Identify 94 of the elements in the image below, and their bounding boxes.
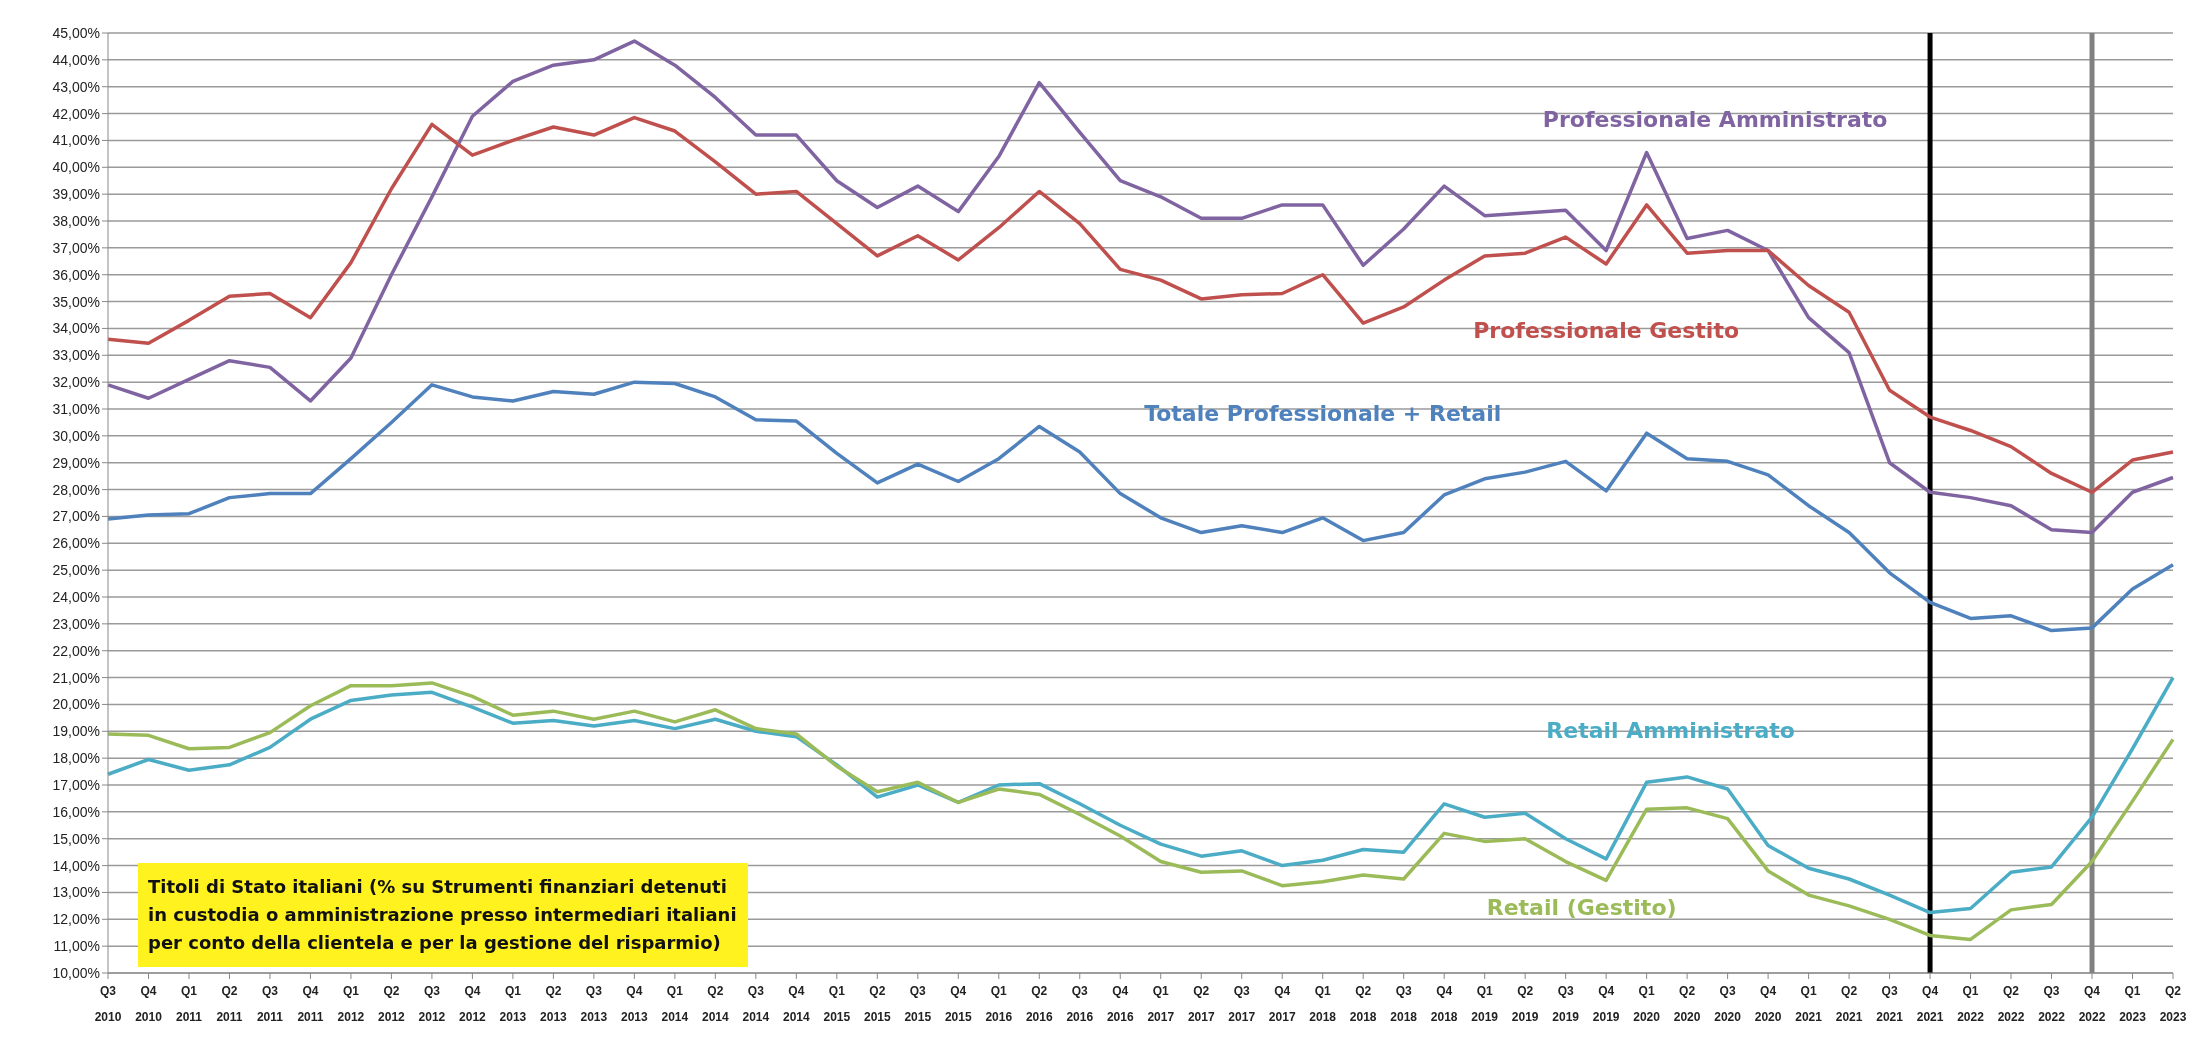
x-tick-label: Q4 2011 [297,984,324,1024]
x-tick-label: Q3 2019 [1552,984,1580,1024]
x-tick-label: Q4 2010 [135,984,163,1024]
x-tick-label: Q2 2019 [1511,984,1539,1024]
x-tick-label: Q3 2017 [1228,984,1256,1024]
y-tick-label: 23,00% [52,615,100,632]
x-tick-label: Q2 2012 [378,984,406,1024]
y-tick-label: 26,00% [52,535,100,552]
text: Professionale Amministrato [1542,107,1888,133]
y-tick-label: 39,00% [52,186,100,203]
x-tick-label: Q3 2021 [1876,984,1904,1024]
x-tick-label: Q4 2013 [621,984,649,1024]
x-tick-label: Q1 2018 [1309,984,1337,1024]
y-tick-label: 35,00% [52,293,100,310]
x-tick-label: Q1 2016 [985,984,1013,1024]
y-tick-label: 38,00% [52,212,100,229]
x-tick-label: Q4 2018 [1430,984,1458,1024]
x-tick-label: Q1 2015 [823,984,851,1024]
y-tick-label: 43,00% [52,78,100,95]
y-tick-label: 22,00% [52,642,100,659]
y-tick-label: 17,00% [52,776,100,793]
x-tick-label: Q3 2014 [742,984,770,1024]
y-tick-label: 27,00% [52,508,100,525]
x-tick-label: Q2 2013 [540,984,568,1024]
line-series [106,380,2175,633]
x-tick-label: Q1 2020 [1633,984,1661,1024]
x-tick-label: Q1 2022 [1957,984,1985,1024]
x-tick-label: Q2 2017 [1187,984,1215,1024]
y-tick-label: 25,00% [52,562,100,579]
x-tick-label: Q1 2017 [1147,984,1175,1024]
y-tick-label: 10,00% [52,964,100,981]
text: Totale Professionale + Retail [1144,400,1502,426]
x-tick-label: Q4 2015 [944,984,972,1024]
y-tick-label: 13,00% [52,884,100,901]
x-tick-label: Q2 2020 [1673,984,1701,1024]
x-tick-label: Q4 2020 [1754,984,1782,1024]
x-tick-label: Q4 2019 [1592,984,1620,1024]
x-tick-label: Q1 2011 [175,984,203,1024]
y-tick-label: 42,00% [52,105,100,122]
x-tick-label: Q2 2015 [863,984,891,1024]
y-tick-label: 16,00% [52,803,100,820]
x-tick-label: Q3 2022 [2038,984,2066,1024]
y-tick-label: 15,00% [52,830,100,847]
x-tick-label: Q1 2013 [499,984,527,1024]
y-tick-label: 44,00% [52,51,100,68]
y-tick-label: 11,00% [53,938,100,955]
y-tick-label: 41,00% [52,132,100,149]
y-tick-label: 33,00% [52,347,100,364]
line-series [106,39,2175,535]
y-tick-label: 45,00% [52,24,100,41]
y-tick-label: 12,00% [52,911,100,928]
x-tick-label: Q2 2016 [1025,984,1053,1024]
x-tick-label: Q3 2011 [256,984,284,1024]
x-tick-label: Q3 2010 [94,984,122,1024]
x-tick-label: Q4 2022 [2078,984,2106,1024]
y-tick-label: 21,00% [52,669,100,686]
x-tick-label: Q4 2014 [782,984,810,1024]
x-tick-label: Q3 2013 [580,984,608,1024]
y-tick-label: 31,00% [52,400,100,417]
x-tick-label: Q4 2021 [1916,984,1944,1024]
y-tick-label: 14,00% [52,857,100,874]
y-tick-label: 36,00% [52,266,100,283]
x-tick-label: Q2 2023 [2159,984,2187,1024]
y-tick-label: 34,00% [52,320,100,337]
x-tick-label: Q2 2011 [216,984,243,1024]
x-tick-label: Q1 2023 [2119,984,2147,1024]
y-tick-label: 37,00% [52,239,100,256]
y-tick-label: 28,00% [52,481,100,498]
x-tick-label: Q3 2012 [418,984,446,1024]
x-tick-label: Q2 2014 [702,984,730,1024]
y-tick-label: 32,00% [52,374,100,391]
annotation: Titoli di Stato italiani (% su Strumenti finanziari detenuti in custodia o amministrazione presso intermediari italiani per conto della clientela e per la gestione del risparmio) [138,863,748,967]
x-tick-label: Q1 2021 [1795,984,1823,1024]
x-tick-label: Q4 2012 [459,984,487,1024]
x-tick-label: Q3 2018 [1390,984,1418,1024]
y-tick-label: 24,00% [52,588,100,605]
x-tick-label: Q3 2015 [904,984,932,1024]
x-tick-label: Q4 2016 [1106,984,1134,1024]
x-tick-label: Q3 2016 [1066,984,1094,1024]
x-tick-label: Q1 2019 [1471,984,1499,1024]
x-tick-label: Q4 2017 [1268,984,1296,1024]
x-tick-label: Q3 2020 [1714,984,1742,1024]
series-label: Retail (Gestito) [1486,894,1677,920]
y-tick-label: 30,00% [52,427,100,444]
x-tick-label: Q1 2014 [661,984,689,1024]
y-tick-label: 29,00% [52,454,100,471]
x-tick-label: Q2 2021 [1835,984,1863,1024]
x-tick-label: Q2 2022 [1997,984,2025,1024]
y-tick-label: 20,00% [52,696,100,713]
y-tick-label: 19,00% [52,723,100,740]
x-tick-label: Q1 2012 [337,984,365,1024]
y-tick-label: 18,00% [52,750,100,767]
x-tick-label: Q2 2018 [1349,984,1377,1024]
y-tick-label: 40,00% [52,159,100,176]
